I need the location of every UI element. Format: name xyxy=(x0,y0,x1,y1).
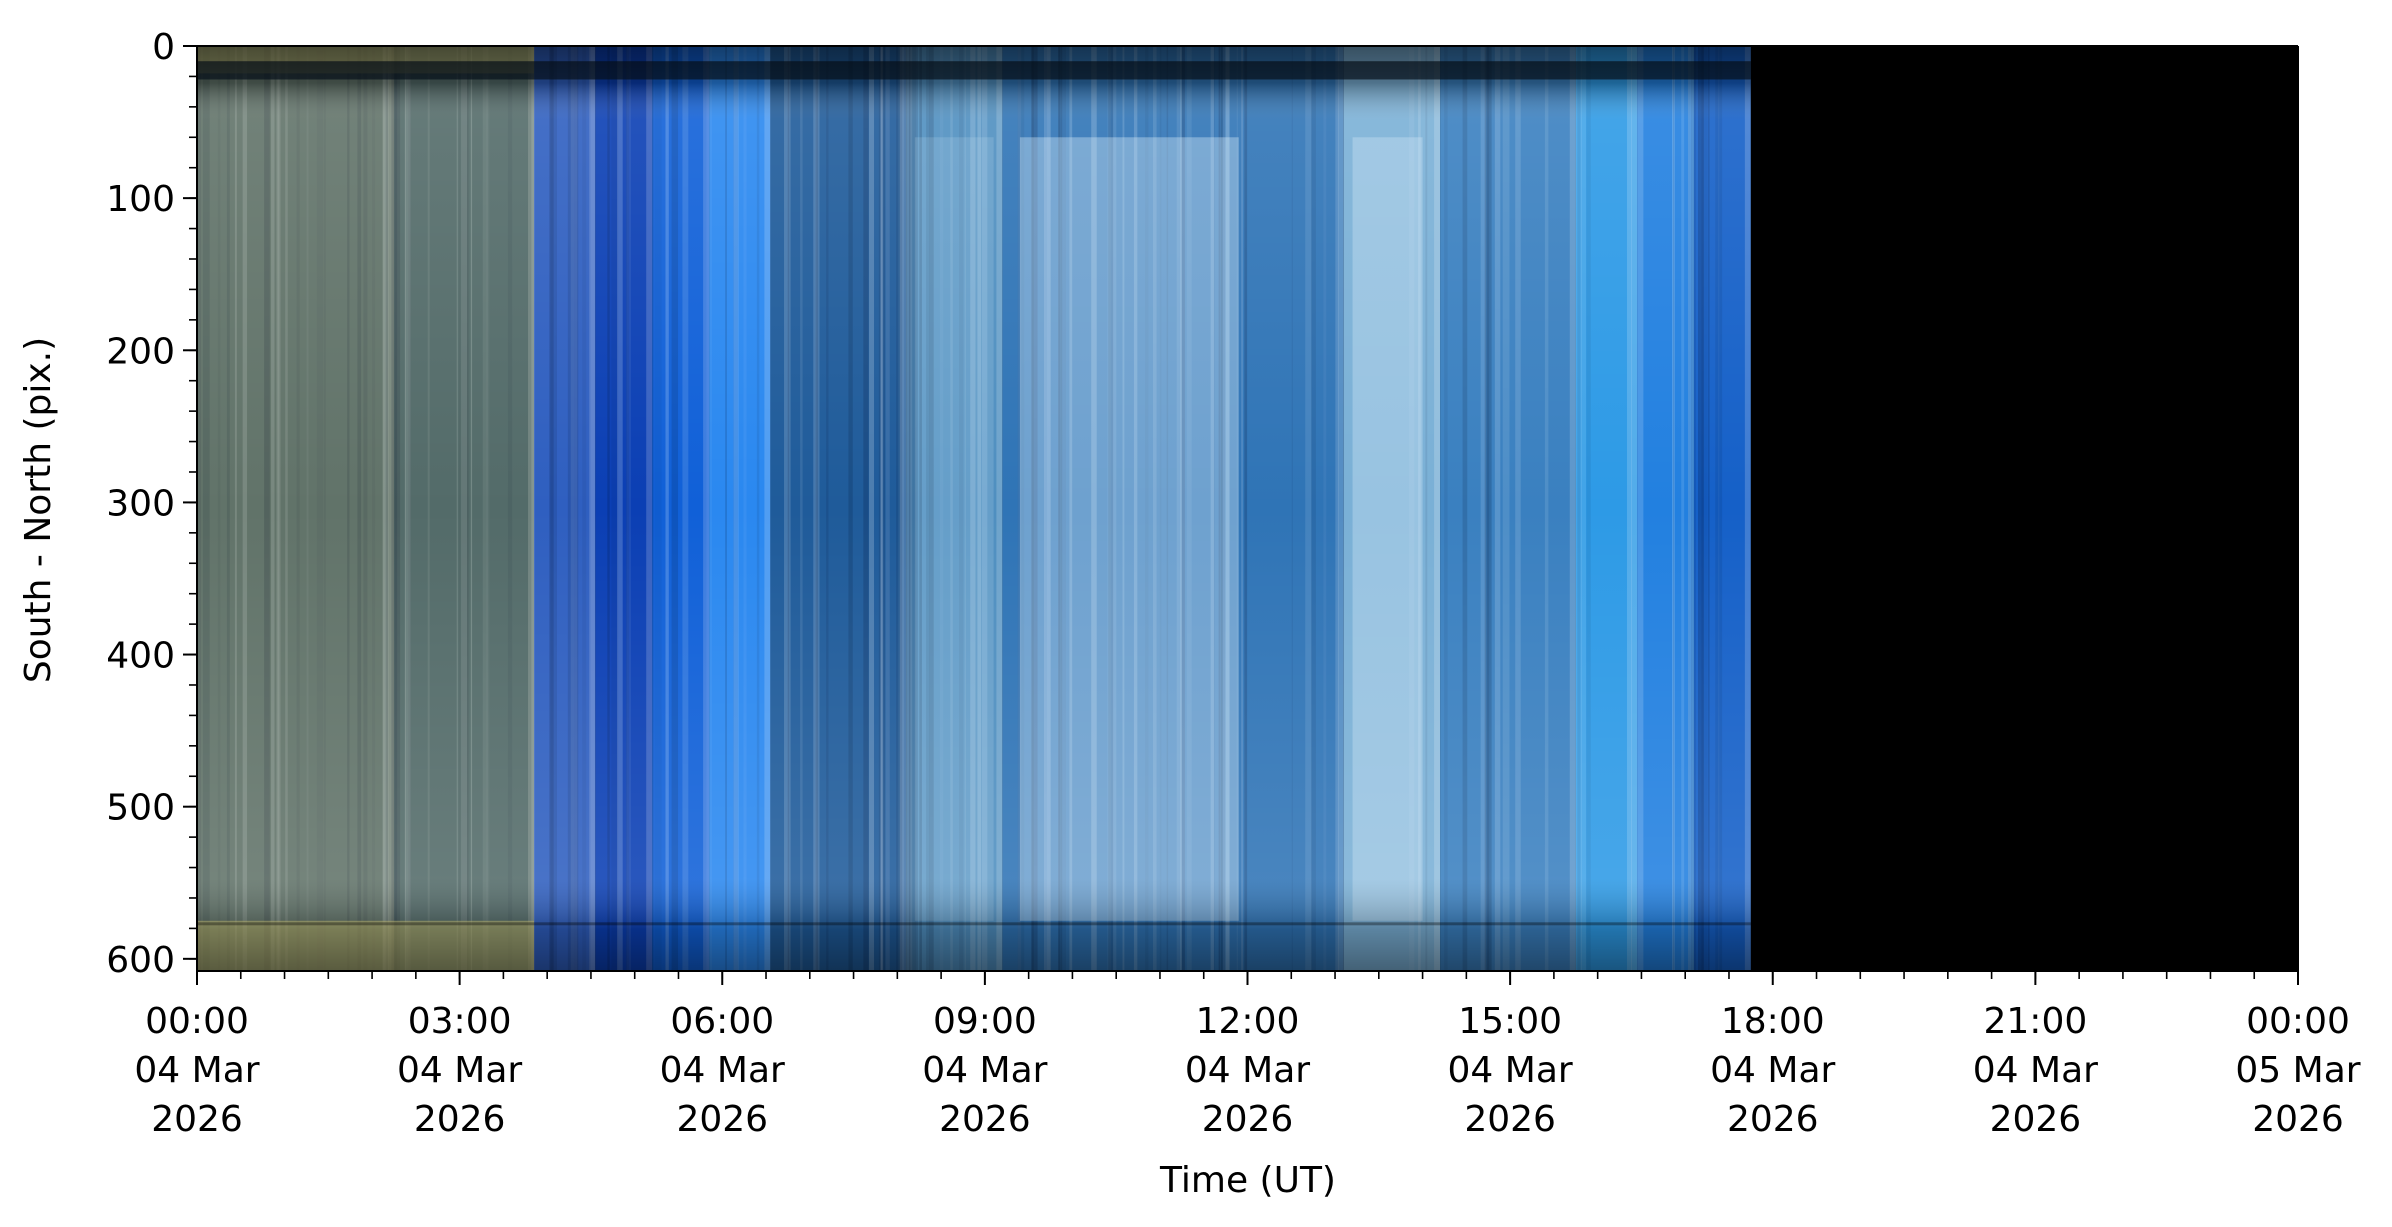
x-tick-label: 2026 xyxy=(414,1099,506,1140)
y-tick-label: 600 xyxy=(106,940,175,981)
x-tick-label: 2026 xyxy=(1990,1099,2082,1140)
x-tick-label: 18:00 xyxy=(1721,1001,1825,1042)
vertical-shade xyxy=(197,46,1751,971)
plot-area xyxy=(197,46,2298,971)
y-tick-label: 400 xyxy=(106,636,175,677)
y-tick-label: 200 xyxy=(106,331,175,372)
y-axis-label: South - North (pix.) xyxy=(18,337,59,683)
x-tick-label: 2026 xyxy=(939,1099,1031,1140)
axes: 00:00 04 Mar 2026 03:00 04 Mar 2026 06:00 04 Ma… xyxy=(106,27,2360,1140)
x-tick-label: 04 Mar xyxy=(1448,1050,1573,1091)
x-tick-label: 04 Mar xyxy=(134,1050,259,1091)
x-tick-label: 05 Mar xyxy=(2235,1050,2360,1091)
x-tick-label: 2026 xyxy=(151,1099,243,1140)
y-tick-label: 100 xyxy=(106,179,175,220)
x-tick-label: 00:00 xyxy=(145,1001,249,1042)
x-tick-label: 2026 xyxy=(1727,1099,1819,1140)
x-tick-label: 15:00 xyxy=(1458,1001,1562,1042)
x-tick-label: 03:00 xyxy=(408,1001,512,1042)
x-tick-label: 09:00 xyxy=(933,1001,1037,1042)
x-tick-label: 21:00 xyxy=(1984,1001,2088,1042)
x-tick-label: 2026 xyxy=(1202,1099,1294,1140)
x-tick-label: 04 Mar xyxy=(1185,1050,1310,1091)
x-tick-label: 06:00 xyxy=(670,1001,774,1042)
x-tick-label: 2026 xyxy=(1464,1099,1556,1140)
x-axis-label: Time (UT) xyxy=(1159,1160,1336,1201)
y-tick-label: 500 xyxy=(106,788,175,829)
y-tick-label: 0 xyxy=(152,27,175,68)
x-tick-label: 04 Mar xyxy=(1710,1050,1835,1091)
x-tick-label: 2026 xyxy=(676,1099,768,1140)
x-tick-label: 2026 xyxy=(2252,1099,2344,1140)
x-tick-label: 04 Mar xyxy=(1973,1050,2098,1091)
y-tick-label: 300 xyxy=(106,483,175,524)
x-tick-label: 04 Mar xyxy=(922,1050,1047,1091)
x-tick-label: 04 Mar xyxy=(397,1050,522,1091)
x-tick-label: 12:00 xyxy=(1196,1001,1300,1042)
bottom-edge-line xyxy=(197,922,1751,926)
x-tick-label: 04 Mar xyxy=(660,1050,785,1091)
x-tick-label: 00:00 xyxy=(2246,1001,2350,1042)
no-data-region xyxy=(1750,46,2298,971)
